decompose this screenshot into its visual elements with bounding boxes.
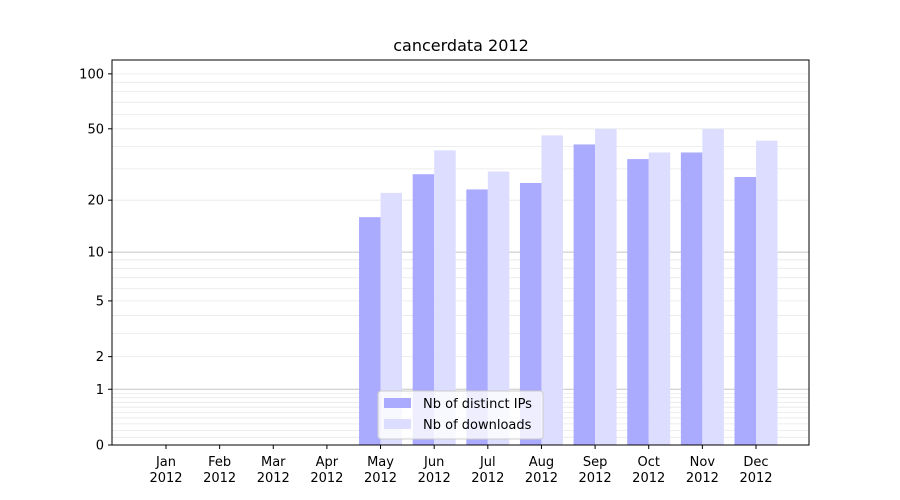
x-tick-label-month: Jun	[423, 455, 444, 470]
y-tick-label: 50	[87, 122, 104, 137]
x-tick-label-month: Sep	[583, 455, 608, 470]
bar-downloads	[380, 192, 403, 445]
bar-downloads	[487, 171, 510, 446]
x-tick-label-year: 2012	[418, 471, 451, 486]
bar-distinct-ips	[573, 144, 596, 445]
bar-downloads	[595, 128, 617, 446]
x-tick-label-year: 2012	[364, 471, 397, 486]
x-tick-label-month: Dec	[743, 455, 768, 470]
y-tick-label: 0	[96, 439, 104, 454]
x-axis: Jan2012Feb2012Mar2012Apr2012May2012Jun20…	[149, 445, 773, 486]
x-tick-label-month: Jan	[155, 455, 176, 470]
chart-title: cancerdata 2012	[393, 36, 529, 55]
bar-distinct-ips	[466, 189, 488, 445]
x-tick-label-year: 2012	[632, 471, 665, 486]
y-tick-label: 100	[79, 67, 104, 82]
bar-downloads	[541, 135, 563, 445]
x-tick-label-month: Nov	[690, 455, 716, 470]
bars	[359, 128, 778, 446]
bar-distinct-ips	[680, 152, 703, 445]
y-tick-label: 5	[96, 294, 104, 309]
x-tick-label-year: 2012	[203, 471, 236, 486]
x-tick-label-month: Aug	[529, 455, 554, 470]
y-axis: 0 1 2 5 10 20 50 100	[79, 67, 112, 454]
x-tick-label-month: Apr	[316, 455, 339, 470]
legend-label-downloads: Nb of downloads	[423, 418, 532, 433]
bar-distinct-ips	[519, 182, 542, 446]
bar-distinct-ips	[734, 177, 756, 445]
bar-distinct-ips	[627, 159, 649, 445]
legend-box	[377, 390, 544, 440]
bar-downloads	[702, 128, 724, 446]
bar-downloads	[756, 140, 778, 445]
y-tick-label: 10	[87, 246, 104, 261]
y-tick-label: 20	[87, 194, 104, 209]
y-tick-label: 1	[96, 383, 104, 398]
x-tick-label-year: 2012	[149, 471, 182, 486]
legend-swatch-ips	[384, 398, 411, 408]
x-tick-label-year: 2012	[686, 471, 719, 486]
x-tick-label-year: 2012	[739, 471, 772, 486]
x-tick-label-year: 2012	[310, 471, 343, 486]
x-tick-label-month: Jul	[479, 455, 496, 470]
x-tick-label-month: Feb	[208, 455, 231, 470]
x-tick-label-month: May	[367, 455, 394, 470]
y-tick-label: 2	[96, 350, 104, 365]
legend-label-ips: Nb of distinct IPs	[423, 397, 532, 412]
x-tick-label-month: Oct	[637, 455, 659, 470]
bar-downloads	[648, 152, 671, 445]
bar-distinct-ips	[412, 174, 435, 445]
legend: Nb of distinct IPs Nb of downloads	[377, 390, 544, 440]
x-tick-label-month: Mar	[261, 455, 286, 470]
x-tick-label-year: 2012	[525, 471, 558, 486]
bar-downloads	[434, 150, 456, 445]
bar-distinct-ips	[359, 217, 381, 445]
x-tick-label-year: 2012	[579, 471, 612, 486]
x-tick-label-year: 2012	[257, 471, 290, 486]
legend-swatch-downloads	[384, 419, 411, 429]
x-tick-label-year: 2012	[471, 471, 504, 486]
